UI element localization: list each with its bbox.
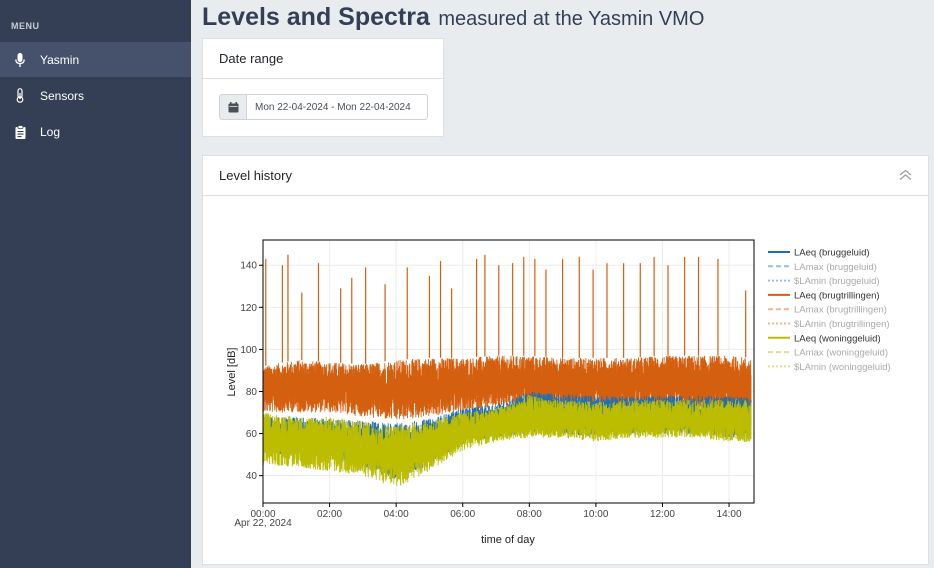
microphone-icon <box>12 52 28 67</box>
sidebar-item-label: Sensors <box>40 88 85 103</box>
page-title-main: Levels and Spectra <box>202 3 430 31</box>
date-range-header: Date range <box>203 39 443 79</box>
page-title: Levels and Spectra measured at the Yasmi… <box>202 3 704 32</box>
calendar-icon[interactable] <box>219 94 247 120</box>
sidebar-item-log[interactable]: Log <box>0 114 191 149</box>
sidebar-item-label: Yasmin <box>40 52 80 67</box>
clipboard-icon <box>12 124 28 139</box>
date-range-input[interactable] <box>247 94 428 120</box>
level-history-card: Level history <box>202 155 929 565</box>
sidebar-item-yasmin[interactable]: Yasmin <box>0 42 191 77</box>
menu-header: MENU <box>11 21 40 31</box>
sidebar-item-label: Log <box>40 124 61 139</box>
page-title-sub: measured at the Yasmin VMO <box>438 8 705 30</box>
date-range-picker[interactable] <box>219 94 428 120</box>
thermometer-icon <box>12 88 28 103</box>
chevron-up-icon[interactable] <box>899 168 912 186</box>
sidebar-item-sensors[interactable]: Sensors <box>0 78 191 113</box>
date-range-card: Date range <box>202 38 444 137</box>
sidebar: MENU Yasmin Sensors Log <box>0 0 191 568</box>
level-history-header: Level history <box>203 156 928 196</box>
